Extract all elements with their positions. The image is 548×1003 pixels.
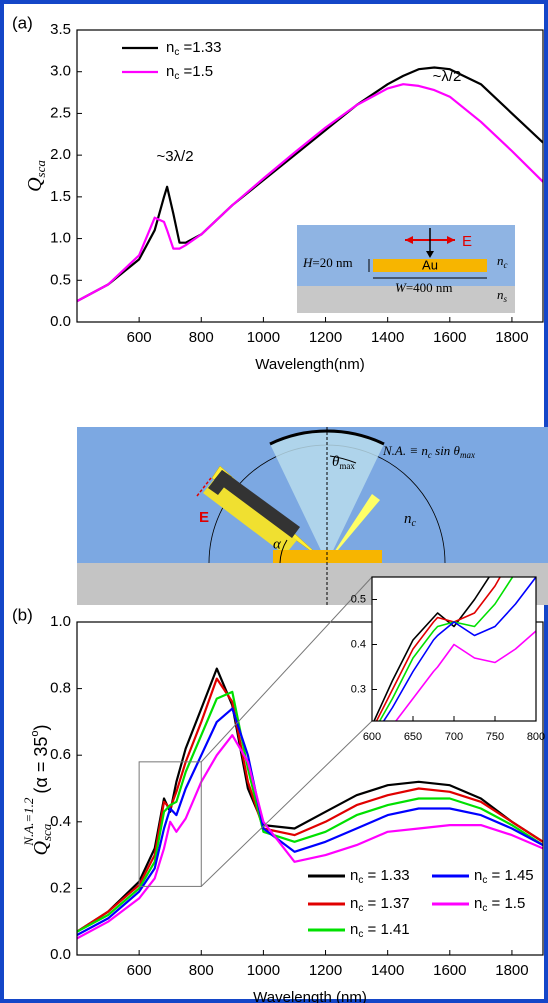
y-tick-label: 0.6	[50, 746, 71, 763]
y-tick-label: 0.5	[50, 271, 71, 288]
y-title-sup: N.A.=1.2	[21, 797, 36, 847]
y-tick-label: 2.0	[50, 146, 71, 163]
y-tick-label: 0.2	[50, 879, 71, 896]
alpha-label: α	[273, 536, 282, 552]
x-tick-label: 1600	[433, 329, 466, 346]
y-tick-label: 0.3	[351, 683, 366, 695]
substrate-sub: s	[504, 294, 508, 304]
na-c: sin θ	[432, 443, 461, 458]
annotation: ~3λ/2	[156, 148, 193, 165]
x-tick-label: 800	[527, 731, 545, 743]
x-tick-label: 1800	[495, 329, 528, 346]
field-label: E	[462, 233, 472, 250]
annotation: ~λ/2	[433, 68, 462, 85]
cover-sub: c	[412, 518, 417, 529]
y-title-close: )	[31, 725, 51, 731]
x-tick-label: 1400	[371, 962, 404, 979]
width-label: W=400 nm	[395, 280, 453, 295]
y-tick-label: 0.4	[351, 638, 366, 650]
y-tick-label: 0.5	[351, 593, 366, 605]
width-val: =400 nm	[406, 280, 453, 295]
x-tick-label: 800	[189, 329, 214, 346]
x-tick-label: 600	[363, 731, 381, 743]
y-tick-label: 0.0	[50, 313, 71, 330]
y-tick-label: 1.5	[50, 188, 71, 205]
x-tick-label: 1000	[247, 962, 280, 979]
panel-label: (b)	[12, 605, 33, 624]
legend-label: nc =1.33	[166, 39, 221, 58]
y-title-main: Q	[24, 177, 46, 192]
y-tick-label: 2.5	[50, 104, 71, 121]
x-tick-label: 1800	[495, 962, 528, 979]
y-title-sub: sca	[39, 823, 54, 841]
y-title-paren: (α = 35	[31, 737, 51, 794]
y-tick-label: 3.0	[50, 63, 71, 80]
x-axis-title: Wavelength(nm)	[255, 356, 364, 373]
x-tick-label: 750	[486, 731, 504, 743]
legend-label: nc = 1.5	[474, 895, 525, 914]
legend-label: nc =1.5	[166, 63, 213, 82]
y-tick-label: 1.0	[50, 230, 71, 247]
x-tick-label: 1000	[247, 329, 280, 346]
x-tick-label: 700	[445, 731, 463, 743]
page: E Au H=20 nm W=400 nm nc ns E α θmax N.A…	[0, 0, 548, 1003]
x-tick-label: 800	[189, 962, 214, 979]
cover-n: n	[404, 511, 412, 527]
y-tick-label: 0.0	[50, 946, 71, 963]
x-tick-label: 1600	[433, 962, 466, 979]
height-sym: H	[302, 255, 313, 270]
field-label: E	[199, 509, 209, 526]
na-a: N.A. ≡ n	[382, 443, 428, 458]
panel-label: (a)	[12, 13, 33, 32]
y-tick-label: 1.0	[50, 613, 71, 630]
x-tick-label: 650	[404, 731, 422, 743]
figure: E Au H=20 nm W=400 nm nc ns E α θmax N.A…	[0, 0, 548, 1003]
cover-sub: c	[504, 260, 508, 270]
metal-label: Au	[422, 257, 438, 272]
y-title-sub: sca	[33, 160, 48, 178]
x-tick-label: 1400	[371, 329, 404, 346]
y-tick-label: 3.5	[50, 21, 71, 38]
diagram-a: E Au H=20 nm W=400 nm nc ns	[297, 225, 515, 313]
height-label: H=20 nm	[302, 255, 353, 270]
x-tick-label: 600	[127, 329, 152, 346]
x-axis-title: Wavelength (nm)	[253, 989, 367, 1003]
x-tick-label: 1200	[309, 329, 342, 346]
x-tick-label: 1200	[309, 962, 342, 979]
au-strip	[273, 550, 382, 563]
na-d: max	[460, 450, 475, 460]
x-tick-label: 600	[127, 962, 152, 979]
y-tick-label: 0.8	[50, 680, 71, 697]
theta-sub: max	[339, 461, 355, 471]
height-val: =20 nm	[312, 255, 352, 270]
